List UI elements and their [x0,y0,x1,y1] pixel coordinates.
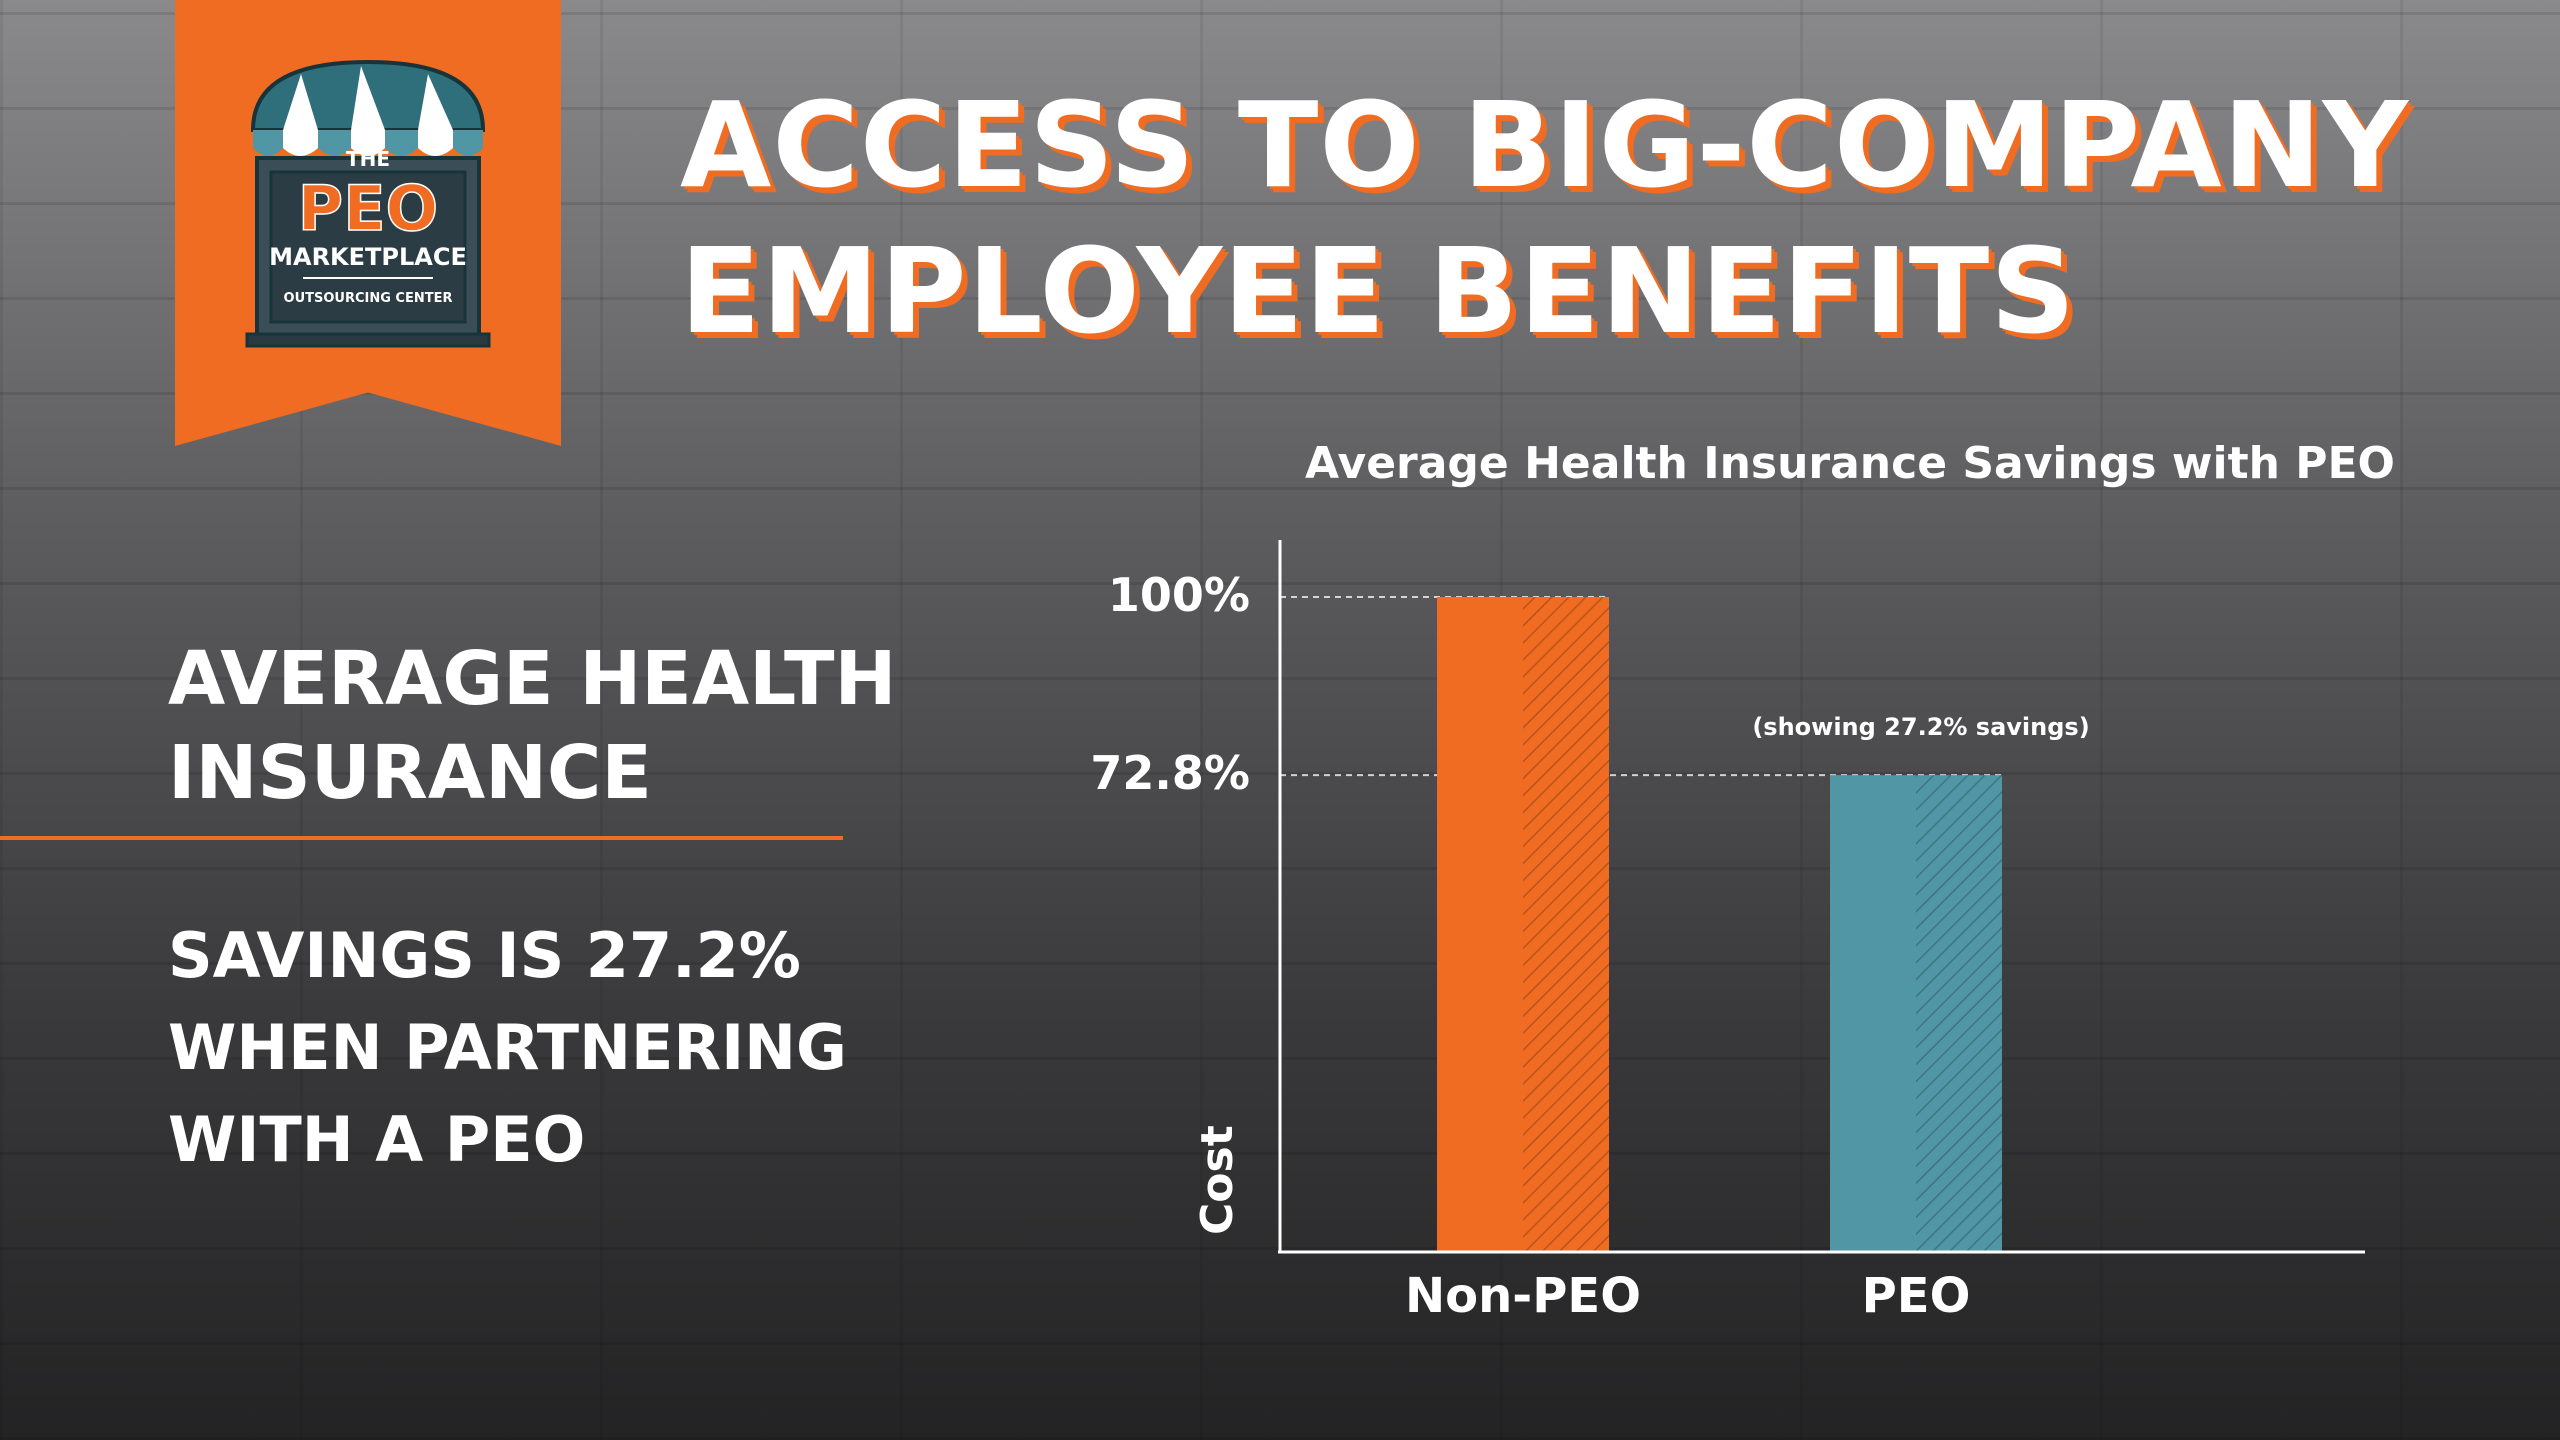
divider [0,836,843,840]
side-body-line-2: WHEN PARTNERING [168,1011,847,1084]
logo-text-outsourcing: OUTSOURCING CENTER [284,291,453,306]
x-tick-label: Non-PEO [1405,1268,1641,1324]
y-tick-label: 72.8% [1090,746,1250,800]
logo-text-marketplace: MARKETPLACE [269,243,467,271]
peo-marketplace-logo: THE PEO MARKETPLACE OUTSOURCING CENTER [245,60,491,348]
side-heading: AVERAGE HEALTH INSURANCE [168,632,896,820]
chart-title: Average Health Insurance Savings with PE… [1305,440,2395,489]
logo-text-peo: PEO [298,172,439,245]
savings-bar-chart: Average Health Insurance Savings with PE… [1090,440,2395,1324]
side-body-line-3: WITH A PEO [168,1103,586,1176]
bar-hatch [1916,775,2002,1252]
savings-annotation: (showing 27.2% savings) [1752,713,2089,741]
x-tick-label: PEO [1862,1268,1971,1324]
side-body-line-1: SAVINGS IS 27.2% [168,919,801,992]
y-tick-label: 100% [1108,568,1250,622]
title-line-1: ACCESS TO BIG-COMPANY [680,76,2409,214]
side-heading-line-2: INSURANCE [168,730,652,816]
logo-text-the: THE [346,147,390,171]
bar-hatch [1523,597,1609,1252]
side-heading-line-1: AVERAGE HEALTH [168,636,897,722]
page-title: ACCESS TO BIG-COMPANY EMPLOYEE BENEFITS [680,72,2409,364]
title-line-2: EMPLOYEE BENEFITS [680,222,2077,360]
y-axis-label: Cost [1192,1125,1243,1235]
side-body: SAVINGS IS 27.2% WHEN PARTNERING WITH A … [168,910,847,1186]
